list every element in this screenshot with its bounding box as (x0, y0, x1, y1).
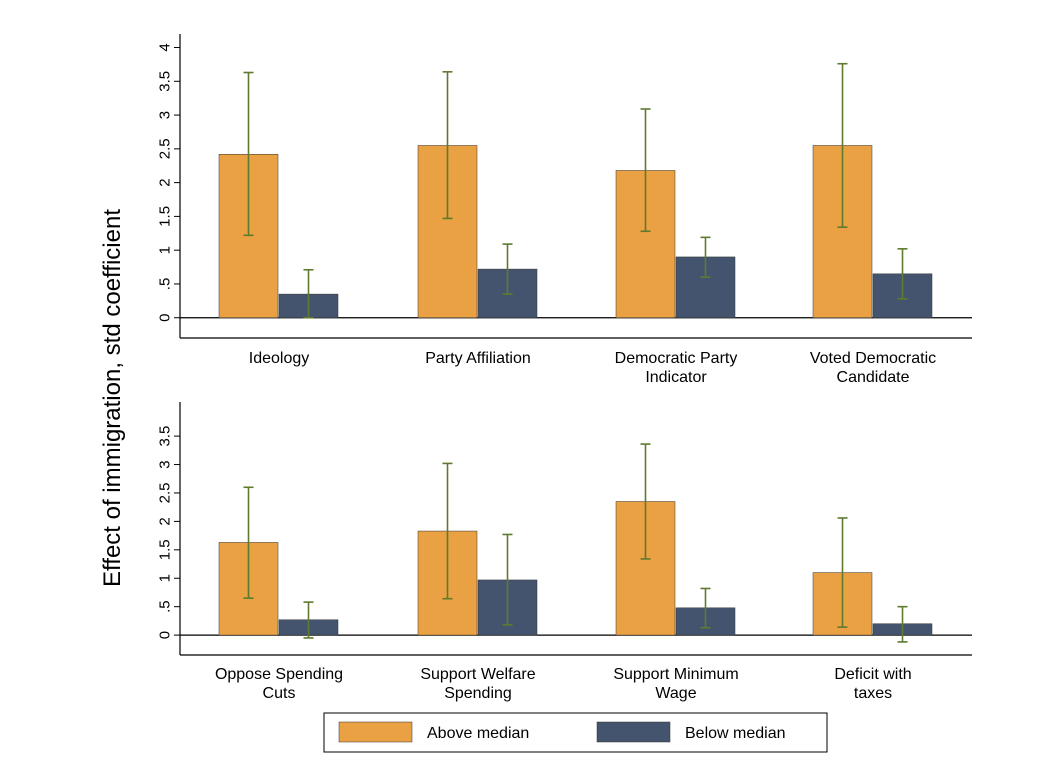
category-label: Party Affiliation (425, 350, 531, 367)
legend: Above median Below median (323, 712, 828, 753)
y-tick-label: 2.5 (156, 483, 173, 504)
category-label: Support Welfare (420, 666, 535, 683)
y-tick-label: .5 (156, 600, 173, 613)
y-tick-label: 0 (156, 314, 173, 322)
y-tick-label: 3 (156, 460, 173, 468)
panel-2: 0 .5 1 1.5 2 2.5 3 3.5 Oppose Spending Cuts Suppor… (156, 402, 972, 702)
category-label: Voted Democratic (810, 350, 936, 367)
y-tick-label: 3 (156, 111, 173, 119)
y-axis-label: Effect of immigration, std coefficient (99, 209, 126, 587)
legend-swatch (596, 721, 671, 743)
y-tick-label: 1 (156, 574, 173, 582)
y-tick-label: .5 (156, 278, 173, 291)
y-tick-label: 1 (156, 246, 173, 254)
y-tick-label: 1.5 (156, 206, 173, 227)
legend-label: Below median (685, 725, 786, 742)
y-tick-label: 1.5 (156, 539, 173, 560)
y-tick-label: 3.5 (156, 426, 173, 447)
y-tick-label: 2 (156, 178, 173, 186)
legend-swatch (338, 721, 413, 743)
panel-1: 0 .5 1 1.5 2 2.5 3 3.5 4 Ideology Party Affiliatio… (156, 34, 972, 386)
category-label: Ideology (249, 350, 310, 367)
category-label: Deficit with (834, 666, 911, 683)
category-label: Support Minimum (613, 666, 738, 683)
y-tick-label: 0 (156, 631, 173, 639)
category-label: Candidate (837, 369, 910, 386)
category-label: Democratic Party (615, 350, 738, 367)
y-tick-label: 4 (156, 43, 173, 51)
category-label: Cuts (263, 685, 296, 702)
category-label: Oppose Spending (215, 666, 343, 683)
category-label: Wage (655, 685, 696, 702)
legend-label: Above median (427, 725, 529, 742)
category-label: Spending (444, 685, 512, 702)
y-tick-label: 3.5 (156, 71, 173, 92)
category-label: taxes (854, 685, 892, 702)
category-label: Indicator (645, 369, 707, 386)
y-tick-label: 2.5 (156, 138, 173, 159)
y-tick-label: 2 (156, 517, 173, 525)
